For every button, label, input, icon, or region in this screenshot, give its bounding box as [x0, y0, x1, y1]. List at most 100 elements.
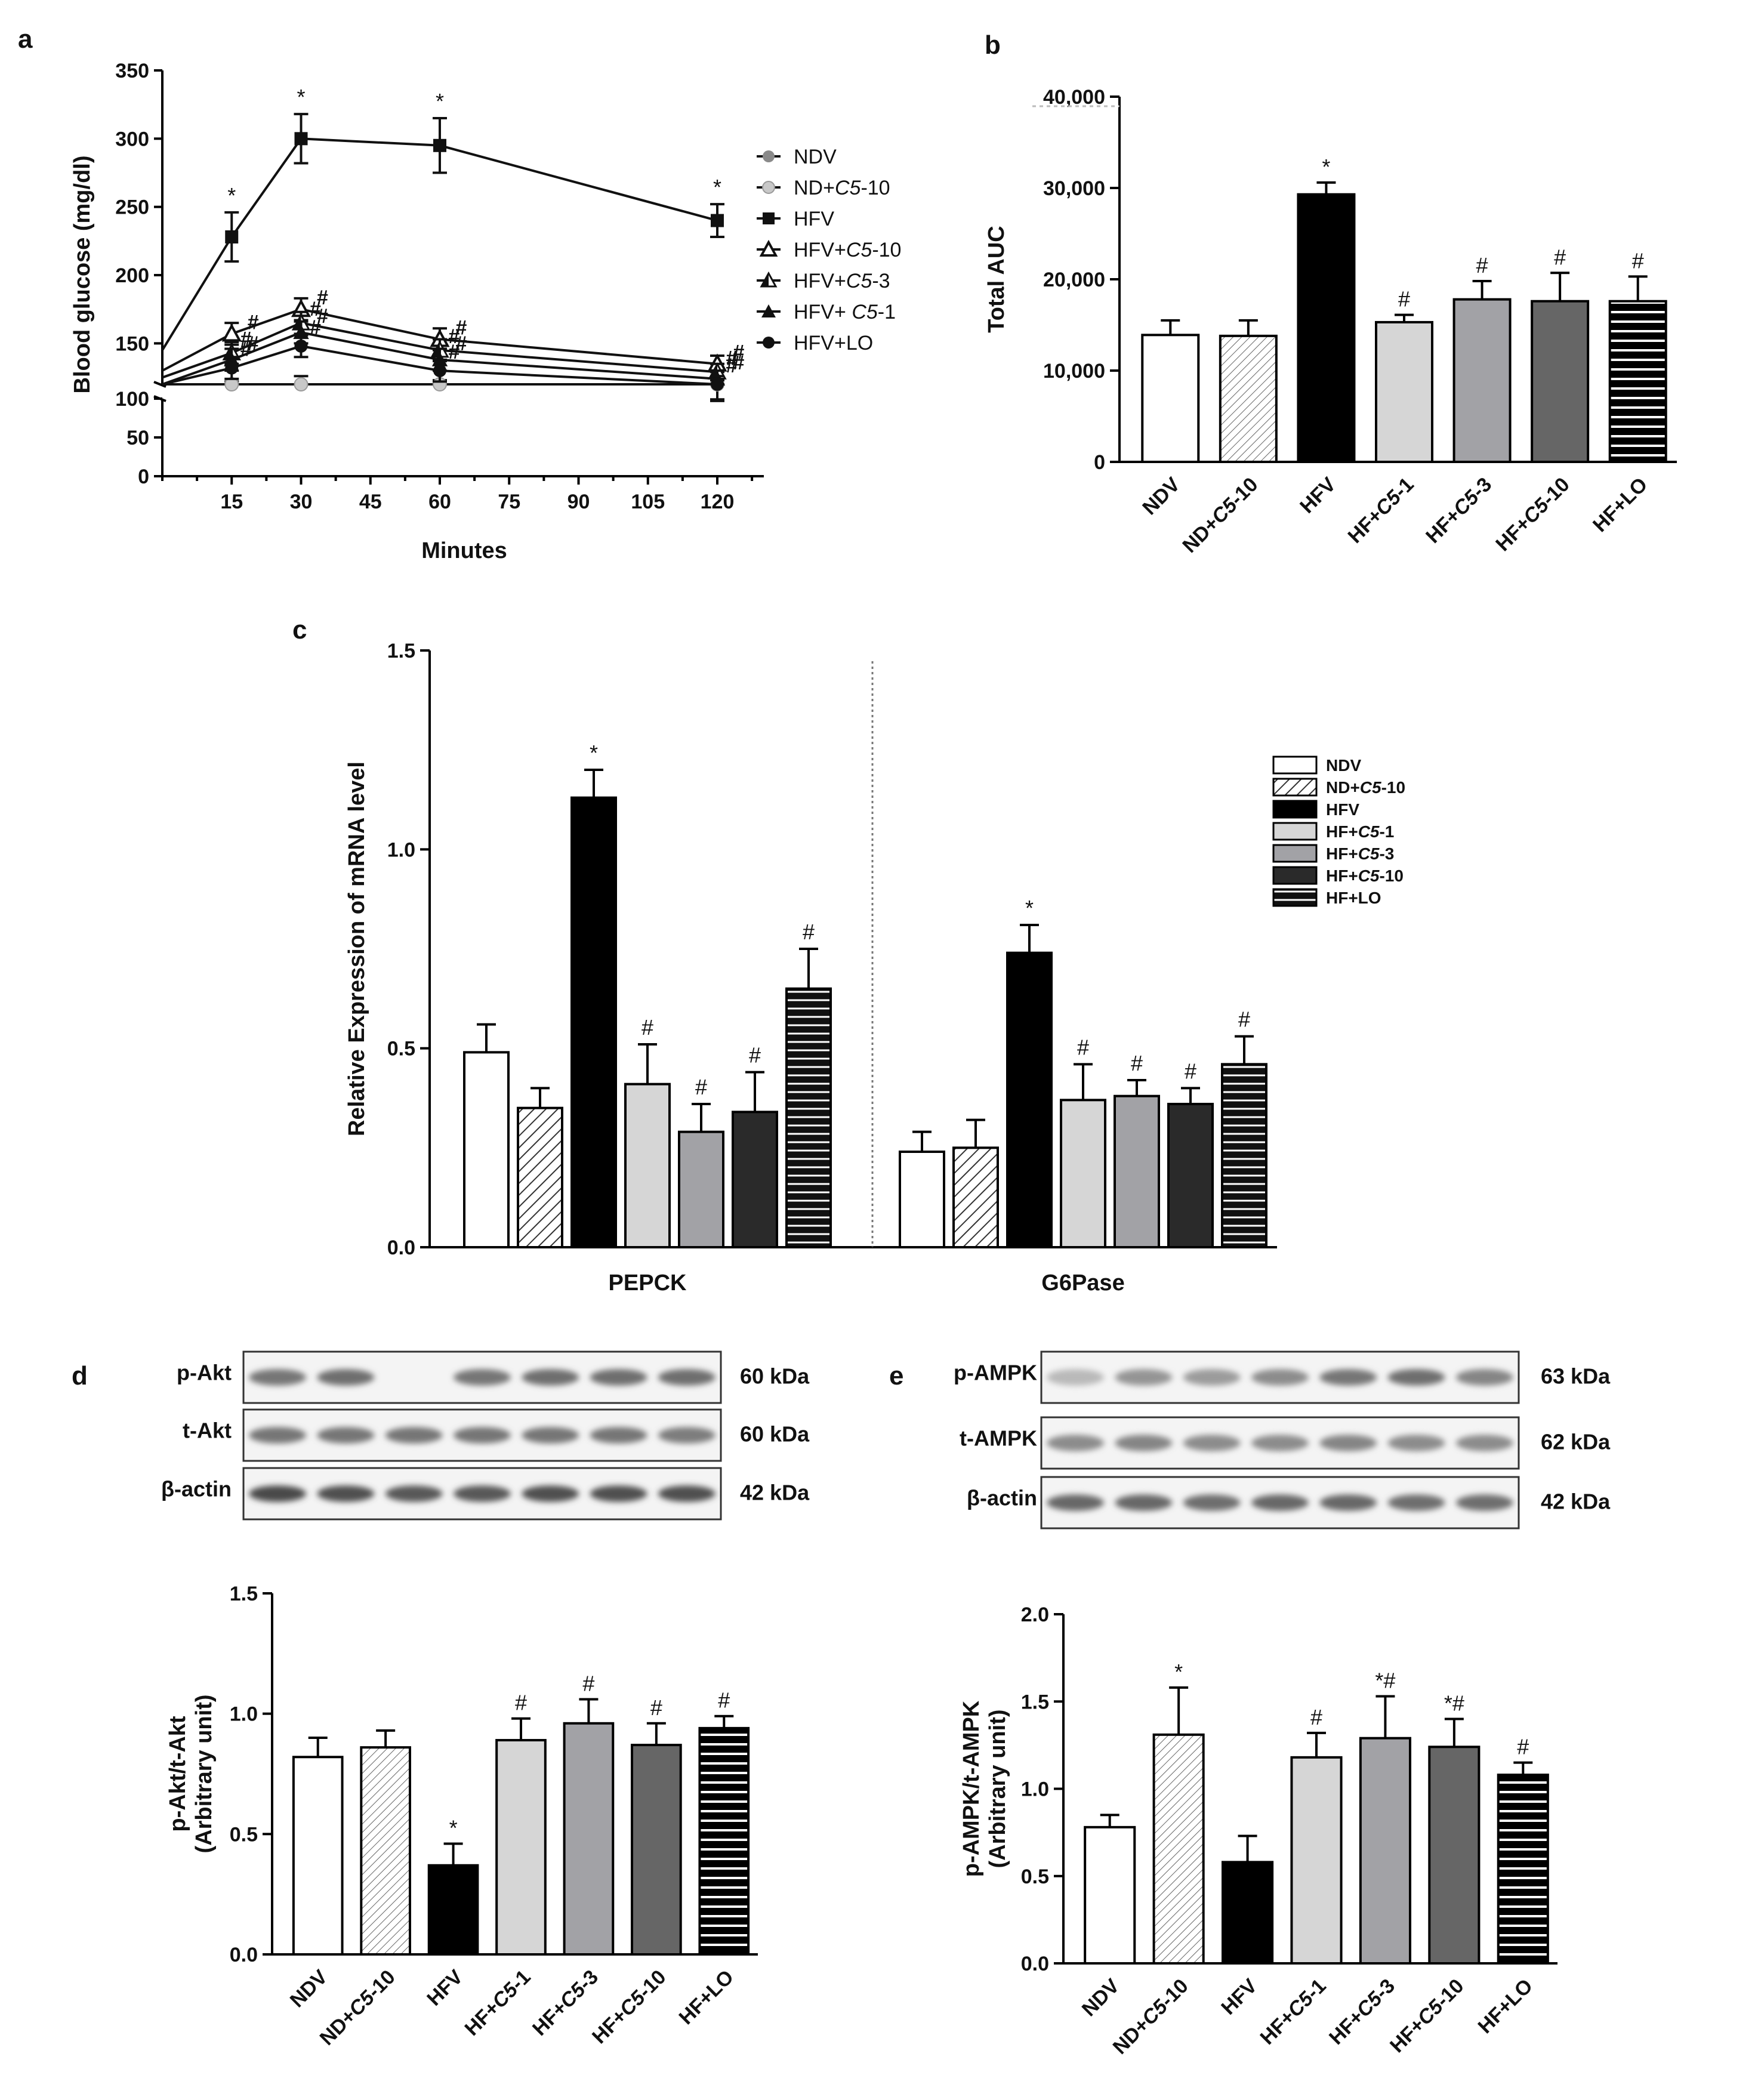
point-marker	[294, 339, 308, 353]
significance-mark: *	[449, 1815, 458, 1840]
y-tick-label: 150	[115, 332, 149, 355]
bar-ND+C5-10	[1152, 1733, 1205, 1965]
significance-mark: #	[1077, 1035, 1089, 1059]
bar-HF+C5-3	[563, 1722, 615, 1956]
bar-HFV	[1222, 1861, 1274, 1965]
bar-HF+C5-3	[1452, 298, 1512, 463]
y-tick-label: 1.0	[387, 838, 415, 861]
point-marker	[711, 214, 724, 227]
blot-band	[1115, 1435, 1173, 1451]
legend-item: HFV+C5-3	[757, 270, 890, 292]
bar-ND+C5-10	[1219, 334, 1278, 463]
blot-kda-label: 42 kDa	[1541, 1489, 1611, 1513]
blot-band	[249, 1485, 307, 1502]
legend-item: HFV	[757, 208, 834, 230]
legend-label: HF+C5-3	[1326, 844, 1394, 863]
x-tick-label: 60	[428, 491, 451, 513]
bar-HF+C5-1-G6Pase	[1060, 1099, 1106, 1249]
significance-mark: *	[713, 175, 721, 199]
blot-band	[590, 1369, 647, 1386]
bar-HF+C5-3-G6Pase	[1114, 1094, 1160, 1248]
significance-mark: #	[317, 305, 328, 328]
axis-break-mark	[153, 381, 166, 388]
blot-band	[1455, 1369, 1513, 1386]
blot-band	[1455, 1494, 1513, 1511]
bar-HF+C5-10-G6Pase	[1167, 1103, 1214, 1248]
significance-mark: *	[297, 85, 305, 109]
legend-label: HF+C5-10	[1326, 866, 1404, 885]
legend-label: HFV+ C5-1	[794, 301, 896, 323]
chart-a-blood-glucose: 0 50 100 150 200 250 300 350 15 30 45 60 75 90 105 120 M…	[70, 60, 901, 563]
point-marker	[433, 364, 446, 378]
western-blot-akt: p-Akt 60 kDa t-Akt 60 kDa β-actin 42 kDa	[161, 1350, 810, 1521]
group-label: PEPCK	[609, 1271, 687, 1296]
blot-band	[522, 1485, 579, 1502]
x-tick-label: 45	[359, 491, 382, 513]
y-tick-label: 20,000	[1043, 269, 1105, 291]
y-tick-label: 300	[115, 128, 149, 150]
legend-item: HF+C5-3	[1272, 844, 1394, 863]
significance-mark: #	[456, 332, 467, 355]
blot-band	[385, 1485, 443, 1502]
significance-mark: #	[248, 332, 259, 355]
significance-mark: #	[317, 286, 328, 309]
significance-mark: #	[650, 1695, 662, 1720]
blot-band	[658, 1369, 715, 1386]
y-tick-label: 50	[127, 427, 149, 449]
blot-band	[454, 1369, 511, 1386]
significance-mark: #	[310, 316, 321, 339]
category-label: HFV	[1217, 1975, 1262, 2019]
y-tick-label: 40,000	[1043, 86, 1105, 109]
panel-letter-a: a	[18, 24, 33, 54]
blot-band	[1387, 1369, 1445, 1386]
significance-mark: #	[310, 298, 321, 320]
significance-mark: #	[803, 920, 815, 944]
category-label: NDV	[1138, 473, 1185, 520]
bar-HF+LO	[1497, 1774, 1549, 1965]
significance-mark: *	[590, 741, 598, 765]
category-label: HF+LO	[1589, 473, 1652, 536]
point-marker	[760, 271, 778, 288]
blot-row-label: t-Akt	[183, 1418, 232, 1442]
y-tick-label: 0	[138, 465, 149, 488]
legend-label: NDV	[794, 146, 837, 168]
blot-row-label: β-actin	[967, 1485, 1037, 1510]
bar-HF+C5-10	[1428, 1746, 1481, 1965]
bar-ND+C5-10	[360, 1746, 411, 1956]
significance-mark: #	[1131, 1051, 1143, 1075]
category-label: HFV	[422, 1966, 467, 2010]
legend-swatch	[1272, 844, 1318, 863]
category-label: HFV	[1296, 473, 1340, 518]
legend-swatch	[1272, 888, 1318, 907]
y-tick-label: 0.5	[387, 1038, 415, 1060]
bar-HFV	[427, 1864, 479, 1956]
panel-letter-d: d	[72, 1361, 88, 1390]
category-label: HF+C5-10	[588, 1966, 670, 2048]
bar-NDV-PEPCK	[463, 1051, 510, 1249]
x-tick-label: 120	[701, 491, 735, 513]
bar-NDV-G6Pase	[899, 1151, 945, 1248]
category-label: HF+C5-1	[1344, 473, 1418, 548]
legend-item: HFV	[1272, 800, 1359, 819]
panel-letter-b: b	[985, 30, 1001, 60]
bar-HF+LO-PEPCK	[785, 987, 832, 1248]
x-axis-title: Minutes	[421, 538, 507, 563]
significance-mark: #	[449, 325, 460, 348]
series-HFV: * * * *	[161, 85, 724, 351]
y-axis-title: Relative Expression of mRNA level	[344, 761, 369, 1136]
legend-label: HF+LO	[1326, 889, 1381, 907]
bar-HFV-G6Pase	[1006, 951, 1053, 1248]
y-tick-label: 0.0	[387, 1236, 415, 1259]
legend-swatch	[1272, 800, 1318, 819]
significance-mark: *	[1174, 1660, 1183, 1684]
legend-swatch	[1272, 866, 1318, 885]
significance-mark: #	[726, 354, 738, 377]
legend-label: ND+C5-10	[794, 177, 890, 199]
bar-HF+C5-10	[631, 1744, 682, 1956]
blot-band	[249, 1369, 307, 1386]
group-label: G6Pase	[1041, 1271, 1124, 1296]
significance-mark: #	[1517, 1735, 1529, 1759]
bar-HFV-PEPCK	[570, 796, 617, 1248]
y-tick-label: 250	[115, 196, 149, 219]
bar-HF+C5-1	[1290, 1756, 1343, 1965]
